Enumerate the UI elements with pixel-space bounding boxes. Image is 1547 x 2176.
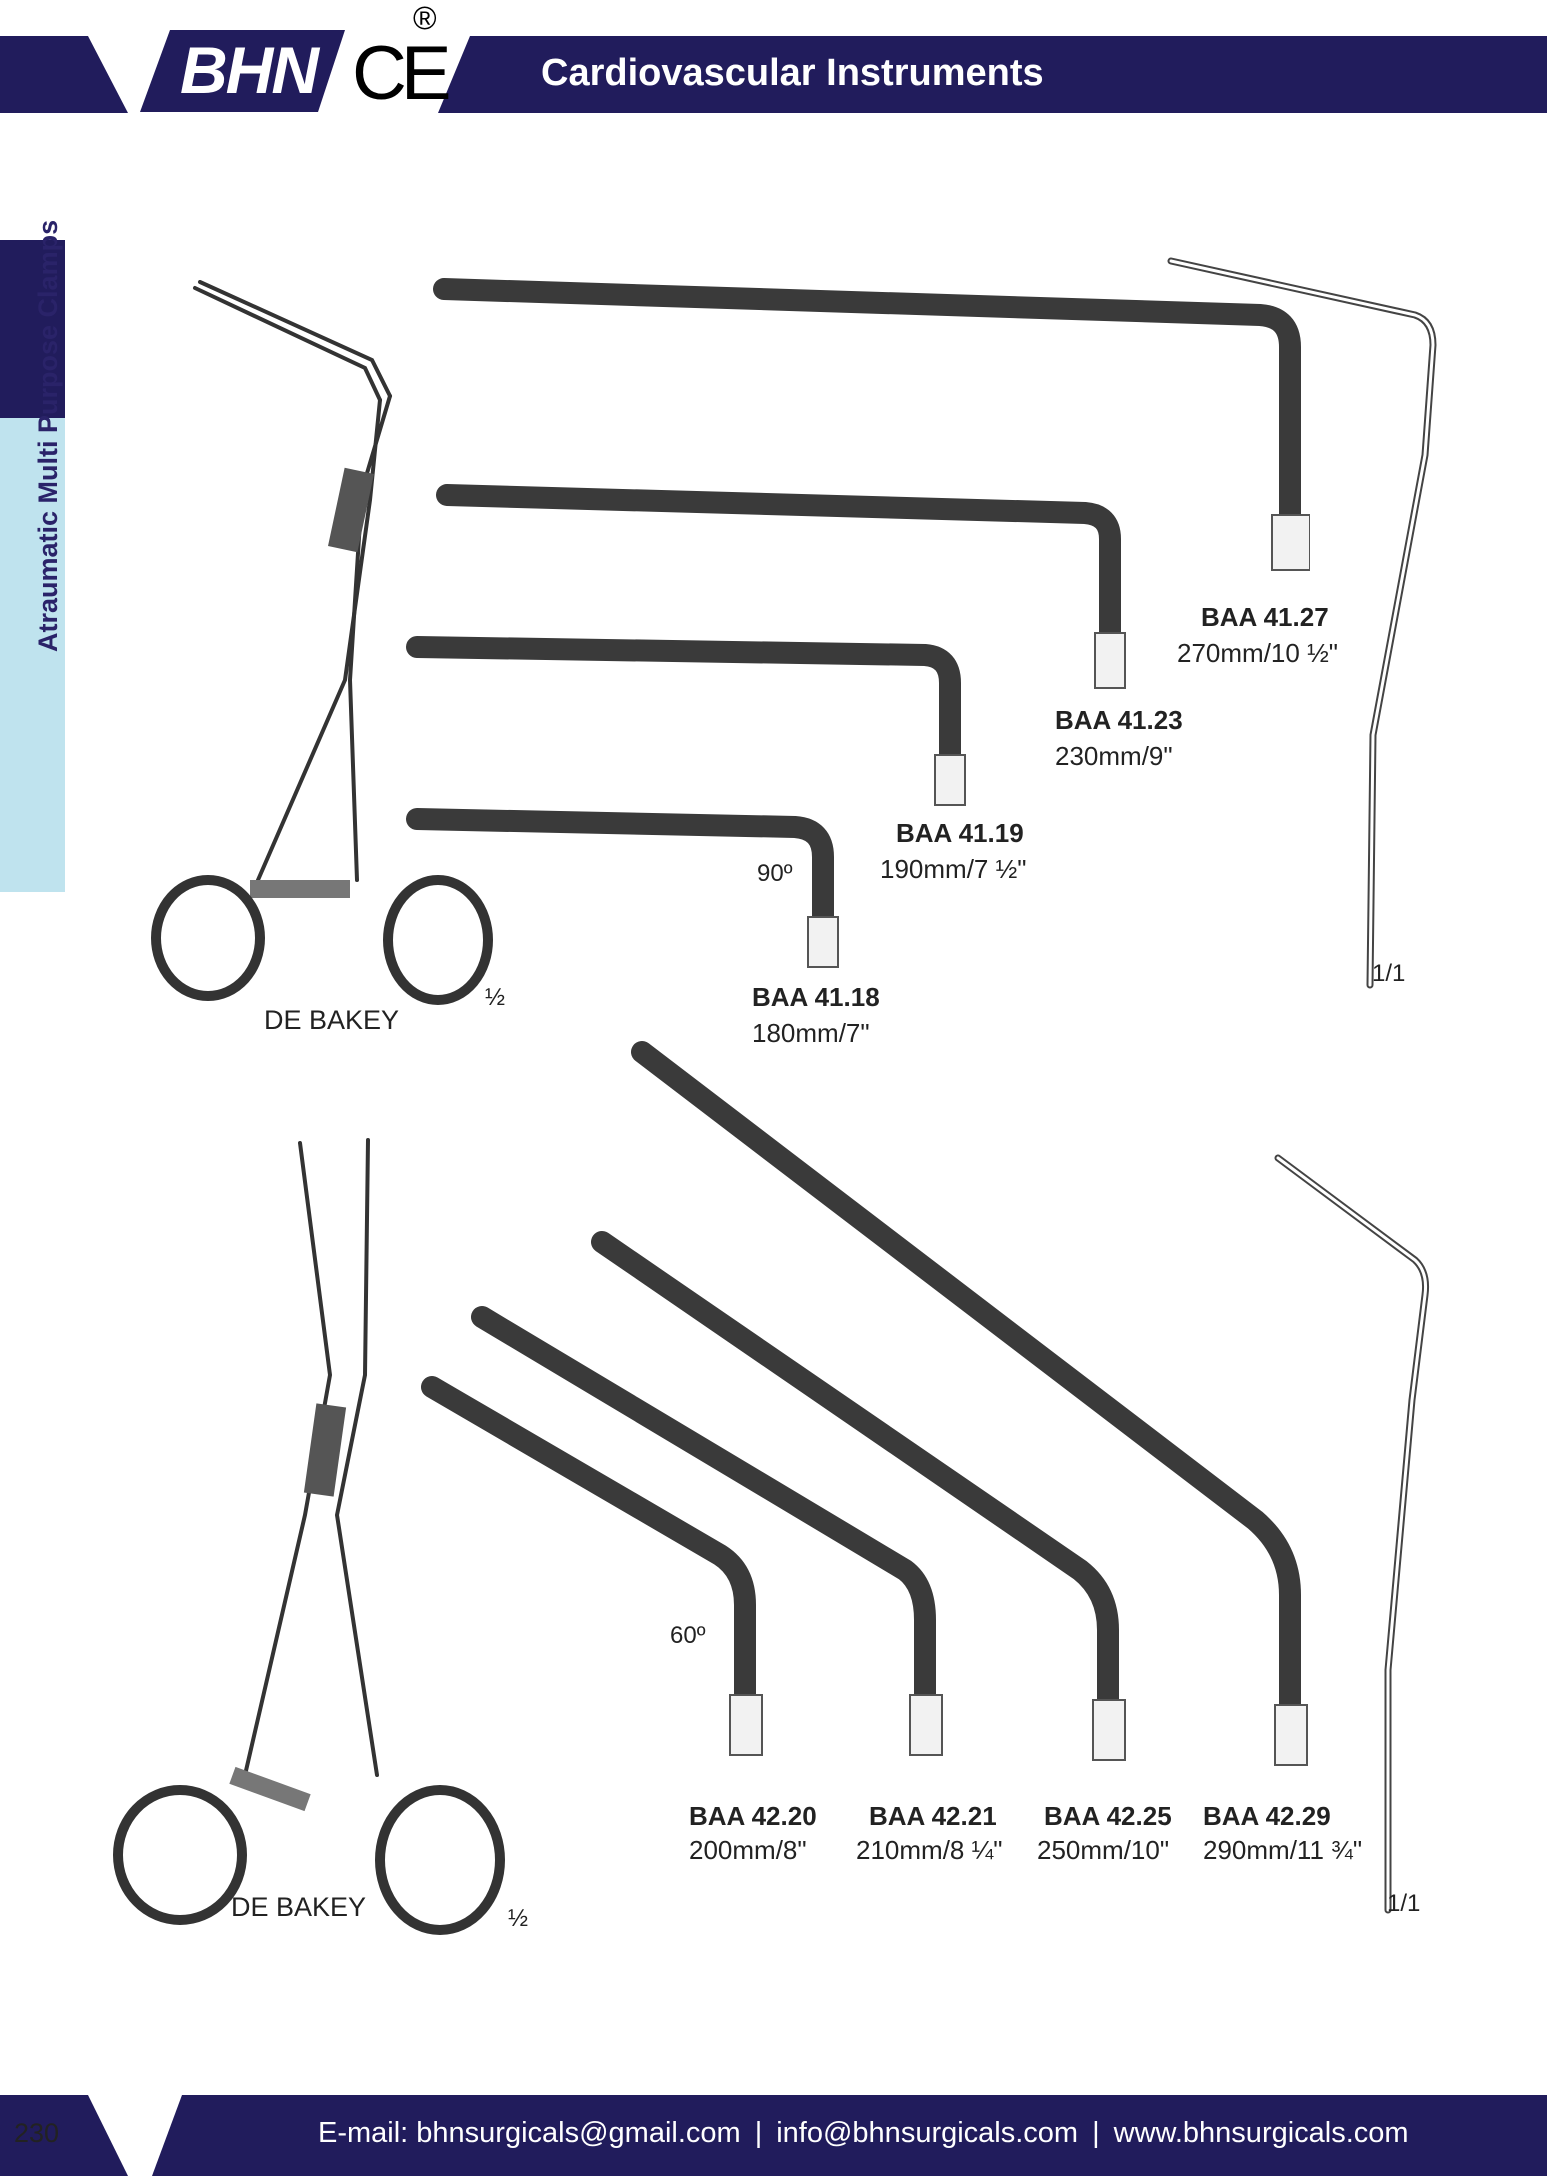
item-code-baa-41-23: BAA 41.23 [1055,705,1183,735]
instrument-name-60: DE BAKEY [231,1892,367,1922]
page-number: 230 [14,2118,60,2148]
profile-scale-label-60: 1/1 [1387,1890,1421,1917]
item-code-baa-41-18: BAA 41.18 [752,982,880,1012]
jaw-baa-42-29 [631,1041,1308,1766]
side-tab-label: Atraumatic Multi Purpose Clamps [33,219,63,652]
debakey-forceps-90-illustration [151,280,493,1005]
jaw-baa-41-23 [436,484,1126,689]
footer-website[interactable]: www.bhnsurgicals.com [1113,2117,1409,2149]
item-size-baa-42-29: 290mm/11 ¾" [1203,1835,1363,1865]
item-size-baa-41-23: 230mm/9" [1055,741,1173,771]
item-code-baa-41-19: BAA 41.19 [896,818,1024,848]
jaw-baa-42-25 [591,1231,1126,1761]
debakey-forceps-60-illustration [113,1138,505,1935]
jaw-profile-90 [1167,257,1437,989]
jaw-baa-41-27 [433,278,1310,571]
footer-email-2[interactable]: info@bhnsurgicals.com [776,2117,1079,2149]
scale-label-60: ½ [508,1905,529,1932]
item-code-baa-42-21: BAA 42.21 [869,1801,997,1831]
footer-separator-1: | [754,2117,763,2149]
jaw-baa-42-21 [471,1306,943,1756]
footer-email[interactable]: E-mail: bhnsurgicals@gmail.com [318,2117,741,2149]
footer-separator-2: | [1092,2117,1100,2149]
item-size-baa-41-27: 270mm/10 ½" [1177,638,1338,668]
scale-label-90: ½ [485,984,506,1011]
footer-contact: E-mail: bhnsurgicals@gmail.com | info@bhns… [318,2117,1409,2150]
side-tab [0,240,65,892]
item-size-baa-42-25: 250mm/10" [1037,1835,1170,1865]
item-size-baa-41-18: 180mm/7" [752,1018,870,1048]
header-bar [0,36,1547,113]
item-size-baa-42-21: 210mm/8 ¼" [856,1835,1003,1865]
item-size-baa-41-19: 190mm/7 ½" [880,854,1027,884]
ce-mark: CE [352,31,452,116]
item-code-baa-41-27: BAA 41.27 [1201,602,1329,632]
instrument-name-90: DE BAKEY [264,1005,400,1035]
jaw-baa-41-18 [406,808,839,968]
item-size-baa-42-20: 200mm/8" [689,1835,807,1865]
registered-mark: ® [413,0,437,36]
page-title: Cardiovascular Instruments [541,52,1044,94]
angle-label-90: 90º [757,860,793,887]
jaw-baa-42-20 [421,1376,763,1756]
jaw-profile-60 [1274,1154,1429,1914]
brand-name: BHN [180,33,319,107]
profile-scale-label-90: 1/1 [1372,960,1406,987]
item-code-baa-42-20: BAA 42.20 [689,1801,817,1831]
angle-label-60: 60º [670,1622,706,1649]
brand-logo: BHN [140,30,345,112]
item-code-baa-42-25: BAA 42.25 [1044,1801,1172,1831]
item-code-baa-42-29: BAA 42.29 [1203,1801,1331,1831]
footer-bar [0,2095,1547,2176]
jaw-baa-41-19 [406,636,966,806]
